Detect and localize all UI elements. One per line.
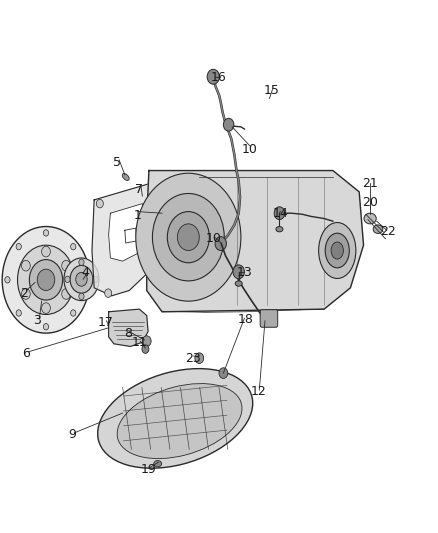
Ellipse shape (331, 242, 343, 259)
Circle shape (16, 310, 21, 316)
Ellipse shape (154, 461, 162, 467)
Text: 9: 9 (68, 428, 76, 441)
Ellipse shape (122, 173, 129, 181)
Circle shape (142, 345, 149, 353)
Text: 12: 12 (251, 385, 266, 398)
Text: 3: 3 (33, 314, 41, 327)
Text: 6: 6 (22, 348, 30, 360)
Circle shape (167, 212, 209, 263)
Ellipse shape (364, 213, 376, 224)
Text: 14: 14 (272, 207, 288, 220)
Circle shape (62, 289, 71, 300)
Circle shape (152, 193, 224, 281)
Circle shape (70, 265, 93, 293)
Ellipse shape (235, 281, 242, 286)
Circle shape (142, 336, 151, 346)
Circle shape (42, 246, 50, 257)
Polygon shape (92, 181, 162, 296)
Circle shape (65, 276, 70, 282)
Circle shape (42, 303, 50, 313)
Circle shape (43, 230, 49, 236)
Circle shape (93, 276, 98, 282)
Circle shape (37, 269, 55, 290)
Text: 17: 17 (97, 316, 113, 329)
Circle shape (71, 244, 76, 250)
Text: 16: 16 (211, 71, 227, 84)
Circle shape (153, 265, 160, 273)
Circle shape (195, 353, 204, 364)
Circle shape (64, 258, 99, 301)
Text: 2: 2 (20, 287, 28, 300)
Text: 8: 8 (124, 327, 132, 340)
Circle shape (105, 289, 112, 297)
Ellipse shape (373, 225, 383, 233)
Text: 23: 23 (185, 352, 201, 365)
Circle shape (79, 259, 84, 265)
Ellipse shape (276, 227, 283, 232)
Text: 21: 21 (362, 177, 378, 190)
Text: 10: 10 (242, 143, 258, 156)
Circle shape (43, 324, 49, 330)
Text: 5: 5 (113, 156, 121, 169)
Circle shape (82, 277, 87, 283)
Ellipse shape (325, 233, 350, 268)
Circle shape (21, 289, 30, 300)
Text: 13: 13 (237, 266, 252, 279)
Circle shape (18, 245, 74, 314)
Polygon shape (125, 228, 137, 243)
Ellipse shape (98, 369, 253, 468)
Text: 7: 7 (135, 183, 143, 196)
Circle shape (76, 272, 87, 286)
Text: 20: 20 (362, 196, 378, 209)
Circle shape (2, 227, 90, 333)
Text: 18: 18 (237, 313, 253, 326)
Circle shape (215, 237, 226, 251)
Text: 1: 1 (134, 209, 142, 222)
Ellipse shape (318, 223, 356, 278)
Circle shape (177, 224, 199, 251)
Circle shape (136, 173, 241, 301)
Circle shape (21, 261, 30, 271)
Text: 15: 15 (264, 84, 279, 97)
Circle shape (29, 260, 63, 300)
Text: 22: 22 (380, 225, 396, 238)
Circle shape (223, 118, 234, 131)
Text: 10: 10 (206, 232, 222, 245)
Circle shape (5, 277, 10, 283)
Circle shape (152, 185, 159, 193)
Text: 19: 19 (141, 463, 157, 475)
Text: 11: 11 (131, 336, 147, 349)
Circle shape (79, 293, 84, 300)
Circle shape (274, 207, 285, 220)
Circle shape (207, 69, 219, 84)
Circle shape (219, 368, 228, 378)
Circle shape (16, 244, 21, 250)
Circle shape (233, 265, 244, 279)
Polygon shape (109, 309, 148, 346)
Circle shape (71, 310, 76, 316)
Circle shape (62, 261, 71, 271)
Circle shape (96, 199, 103, 208)
FancyBboxPatch shape (260, 310, 278, 327)
Polygon shape (109, 204, 145, 261)
Text: 4: 4 (81, 266, 89, 279)
Polygon shape (147, 171, 364, 312)
Ellipse shape (117, 384, 242, 458)
